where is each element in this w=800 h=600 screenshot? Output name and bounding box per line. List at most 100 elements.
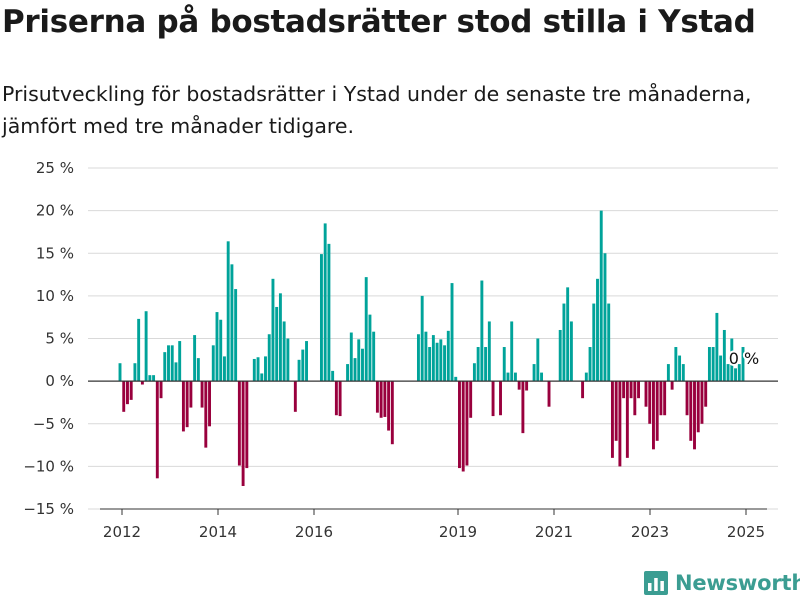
brand-logo: Newsworthy xyxy=(644,567,800,599)
y-tick-label: 25 % xyxy=(36,159,74,177)
bar xyxy=(219,319,223,382)
bar xyxy=(566,287,570,382)
bar xyxy=(305,341,308,382)
bar xyxy=(126,381,129,405)
x-tick-label: 2016 xyxy=(295,523,333,541)
bar xyxy=(267,334,271,382)
bar xyxy=(129,381,133,400)
bar xyxy=(189,381,193,408)
bar xyxy=(264,356,267,382)
bar xyxy=(338,381,342,417)
bar xyxy=(719,355,723,382)
bar xyxy=(592,303,596,382)
bar xyxy=(193,335,197,382)
x-tick-label: 2025 xyxy=(727,523,765,541)
bar xyxy=(685,381,689,416)
bar xyxy=(588,347,592,382)
bar xyxy=(420,295,424,382)
bar xyxy=(234,289,238,382)
bar xyxy=(715,312,719,382)
bar xyxy=(513,372,517,382)
bar-chart-icon xyxy=(644,571,668,595)
y-tick-label: −10 % xyxy=(23,457,74,475)
bar xyxy=(599,210,603,382)
bar xyxy=(174,362,178,382)
bar xyxy=(278,293,282,382)
x-tick-label: 2012 xyxy=(103,523,141,541)
bar xyxy=(547,381,551,407)
bar xyxy=(200,381,204,408)
y-tick-label: 15 % xyxy=(36,244,74,262)
bar xyxy=(506,372,510,382)
bar xyxy=(293,381,297,412)
bar xyxy=(368,314,372,382)
bar xyxy=(655,381,659,441)
bar xyxy=(319,254,323,382)
bar xyxy=(275,306,279,382)
bar xyxy=(689,381,693,441)
bar xyxy=(323,223,327,382)
bar xyxy=(734,368,737,382)
bar xyxy=(230,264,234,382)
y-tick-label: 20 % xyxy=(36,202,74,220)
bar xyxy=(435,342,439,382)
bar xyxy=(387,381,391,431)
bar xyxy=(282,321,286,382)
axis-layer xyxy=(88,380,778,515)
bar xyxy=(118,363,122,382)
bar xyxy=(223,356,226,382)
bar xyxy=(454,376,458,382)
bar xyxy=(480,280,484,382)
bar xyxy=(532,364,536,382)
bar xyxy=(226,241,230,382)
bar xyxy=(581,381,585,399)
bar xyxy=(644,381,648,407)
bar xyxy=(439,339,443,382)
x-tick-label: 2019 xyxy=(439,523,477,541)
bar xyxy=(379,381,383,418)
bar xyxy=(208,381,211,427)
bar xyxy=(663,381,667,416)
bar xyxy=(476,347,480,382)
bar xyxy=(525,381,529,391)
bar xyxy=(446,330,450,382)
bar xyxy=(633,381,637,416)
bar xyxy=(704,381,708,407)
bars-layer xyxy=(118,210,745,486)
bar xyxy=(540,372,544,382)
bar xyxy=(215,312,219,382)
y-tick-label: −5 % xyxy=(33,415,74,433)
bar xyxy=(144,311,148,382)
last-value-label-halo: 0 % xyxy=(729,349,759,368)
bar xyxy=(681,364,685,382)
bar xyxy=(722,329,726,382)
bar xyxy=(484,347,488,382)
bar xyxy=(622,381,626,399)
bar xyxy=(670,381,674,390)
bar xyxy=(237,381,241,466)
chart-title: Priserna på bostadsrätter stod stilla i … xyxy=(2,4,756,40)
bar xyxy=(252,358,256,382)
bar xyxy=(491,381,495,417)
bar xyxy=(353,358,357,382)
bar xyxy=(286,338,290,382)
bar xyxy=(696,381,700,433)
bar xyxy=(241,381,245,486)
bar xyxy=(416,334,420,382)
bar xyxy=(737,364,741,382)
bar xyxy=(331,370,335,382)
bar xyxy=(148,375,152,382)
bar xyxy=(178,341,182,382)
bar xyxy=(652,381,655,450)
bar xyxy=(167,345,170,382)
y-tick-label: 0 % xyxy=(45,372,74,390)
bar xyxy=(122,381,126,412)
bar xyxy=(428,347,432,382)
bar xyxy=(458,381,461,469)
bar xyxy=(607,303,611,382)
bar xyxy=(450,283,454,382)
bar xyxy=(390,381,394,445)
bar xyxy=(693,381,696,450)
bar xyxy=(637,381,640,399)
bar xyxy=(181,381,185,432)
